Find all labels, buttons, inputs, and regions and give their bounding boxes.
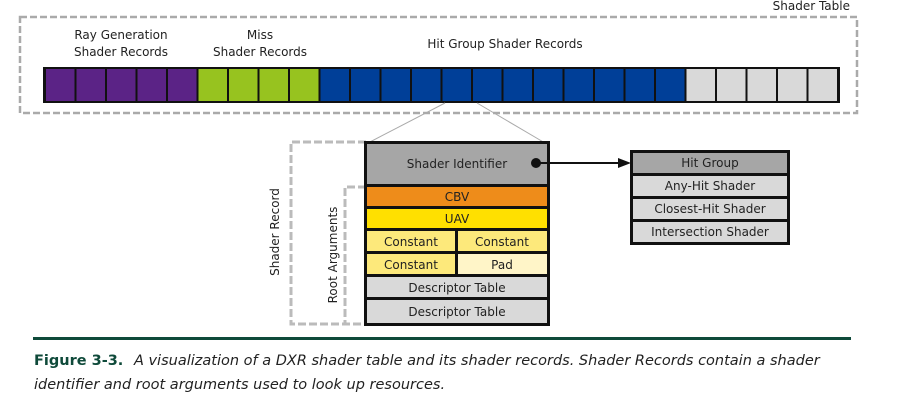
- hit-group-title: Hit Group: [681, 156, 738, 170]
- constant-cell-2: [458, 231, 547, 251]
- shader-table-frame: [18, 15, 859, 115]
- figure-caption: Figure 3-3. A visualization of a DXR sha…: [34, 349, 854, 397]
- raygen-record-cell: [76, 69, 105, 101]
- hitgroup-record-cell: [351, 69, 380, 101]
- hitgroup-record-cell: [534, 69, 563, 101]
- hitgroup-record-cell: [625, 69, 654, 101]
- arrow-head-icon: [618, 158, 631, 168]
- zoom-line-left: [367, 102, 446, 144]
- empty-record-cell: [778, 69, 807, 101]
- constant-text-2: Constant: [475, 235, 529, 249]
- raygen-record-cell: [137, 69, 166, 101]
- hitgroup-record-cell: [595, 69, 624, 101]
- shader-record-label: Shader Record: [268, 188, 282, 276]
- figure-number: Figure 3-3.: [34, 353, 124, 369]
- cbv-cell: [367, 187, 547, 206]
- any-hit-text: Any-Hit Shader: [665, 179, 755, 193]
- hitgroup-records-label: Hit Group Shader Records: [427, 37, 582, 51]
- descriptor-table-cell-1: [367, 277, 547, 297]
- hitgroup-record-cell: [473, 69, 502, 101]
- shader-table-label: Shader Table: [773, 0, 850, 13]
- shader-identifier-text: Shader Identifier: [407, 157, 507, 171]
- constant-text-3: Constant: [384, 258, 438, 272]
- descriptor-table-text-1: Descriptor Table: [408, 281, 505, 295]
- empty-record-cell: [717, 69, 746, 101]
- uav-cell: [367, 209, 547, 228]
- raygen-record-cell: [168, 69, 197, 101]
- miss-record-cell: [259, 69, 288, 101]
- closest-hit-text: Closest-Hit Shader: [654, 202, 765, 216]
- hitgroup-record-cell: [320, 69, 349, 101]
- shader-table-diagram: Shader Table Ray Generation Shader Recor…: [18, 0, 859, 326]
- caption-divider: [33, 337, 851, 340]
- miss-record-cell: [198, 69, 227, 101]
- shader-identifier-cell: [367, 144, 547, 184]
- shader-record-bracket: [289, 140, 366, 326]
- miss-record-cell: [229, 69, 258, 101]
- raygen-record-cell: [107, 69, 136, 101]
- uav-text: UAV: [445, 212, 470, 226]
- root-arguments-bracket: [343, 185, 366, 324]
- constant-cell-3: [367, 254, 455, 274]
- any-hit-cell: [633, 176, 787, 196]
- constant-cell-1: [367, 231, 455, 251]
- miss-label-line1: Miss: [247, 28, 273, 42]
- cbv-text: CBV: [445, 190, 470, 204]
- caption-text: A visualization of a DXR shader table an…: [34, 353, 820, 393]
- closest-hit-cell: [633, 199, 787, 219]
- raygen-label-line2: Shader Records: [74, 45, 168, 59]
- zoom-line-right: [476, 102, 546, 144]
- pad-cell: [458, 254, 547, 274]
- hitgroup-record-cell: [381, 69, 410, 101]
- miss-label-line2: Shader Records: [213, 45, 307, 59]
- constant-text-1: Constant: [384, 235, 438, 249]
- hitgroup-record-cell: [412, 69, 441, 101]
- raygen-record-cell: [46, 69, 75, 101]
- intersection-cell: [633, 222, 787, 242]
- hitgroup-record-cell: [442, 69, 471, 101]
- root-arguments-label: Root Arguments: [326, 207, 340, 304]
- raygen-label-line1: Ray Generation: [74, 28, 167, 42]
- hit-group-title-cell: [633, 153, 787, 173]
- hitgroup-record-cell: [503, 69, 532, 101]
- intersection-text: Intersection Shader: [651, 225, 769, 239]
- descriptor-table-text-2: Descriptor Table: [408, 305, 505, 319]
- empty-record-cell: [686, 69, 715, 101]
- pad-text: Pad: [491, 258, 513, 272]
- empty-record-cell: [747, 69, 776, 101]
- miss-record-cell: [290, 69, 319, 101]
- descriptor-table-cell-2: [367, 300, 547, 323]
- hitgroup-record-cell: [656, 69, 685, 101]
- hitgroup-record-cell: [564, 69, 593, 101]
- empty-record-cell: [808, 69, 837, 101]
